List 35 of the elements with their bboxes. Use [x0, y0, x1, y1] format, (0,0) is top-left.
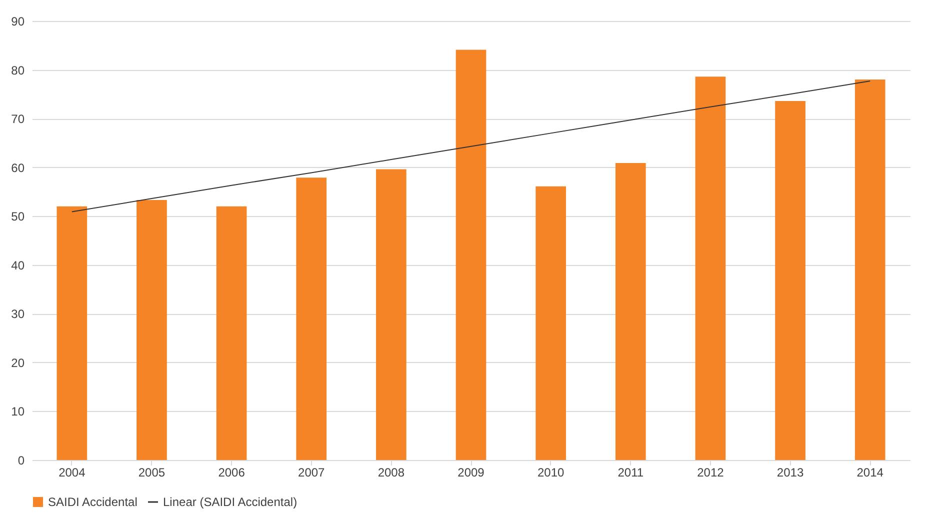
y-tick-label: 0 — [18, 454, 25, 468]
bar — [775, 100, 806, 460]
y-tick-label: 70 — [11, 112, 25, 126]
bar — [296, 178, 327, 460]
bar — [136, 200, 167, 460]
y-tick-label: 60 — [11, 160, 25, 175]
bar — [615, 162, 646, 460]
legend-label: SAIDI Accidental — [48, 495, 138, 509]
bar — [216, 206, 247, 460]
x-tick-label: 2012 — [697, 466, 724, 480]
legend-label: Linear (SAIDI Accidental) — [163, 495, 298, 509]
x-tick-label: 2007 — [298, 466, 326, 480]
y-tick-label: 90 — [11, 14, 25, 28]
x-tick-label: 2011 — [618, 466, 644, 480]
bar — [536, 186, 566, 460]
bar — [695, 76, 726, 460]
bar — [456, 50, 486, 460]
x-tick-label: 2013 — [776, 466, 804, 480]
y-tick-label: 50 — [11, 210, 25, 224]
x-tick-label: 2006 — [218, 466, 246, 480]
y-tick-label: 20 — [11, 356, 25, 370]
bar — [854, 80, 886, 460]
y-tick-label: 10 — [11, 404, 25, 419]
bar — [56, 206, 88, 460]
x-tick-label: 2009 — [458, 466, 485, 480]
x-tick-label: 2008 — [378, 466, 405, 480]
y-tick-label: 40 — [11, 258, 25, 272]
y-tick-label: 80 — [11, 63, 25, 78]
bar — [376, 169, 406, 460]
x-tick-label: 2010 — [537, 466, 564, 480]
x-tick-label: 2014 — [856, 466, 884, 480]
x-tick-label: 2004 — [58, 466, 86, 480]
y-tick-label: 30 — [11, 307, 25, 322]
line-series — [71, 80, 871, 212]
x-tick-label: 2005 — [138, 466, 166, 480]
